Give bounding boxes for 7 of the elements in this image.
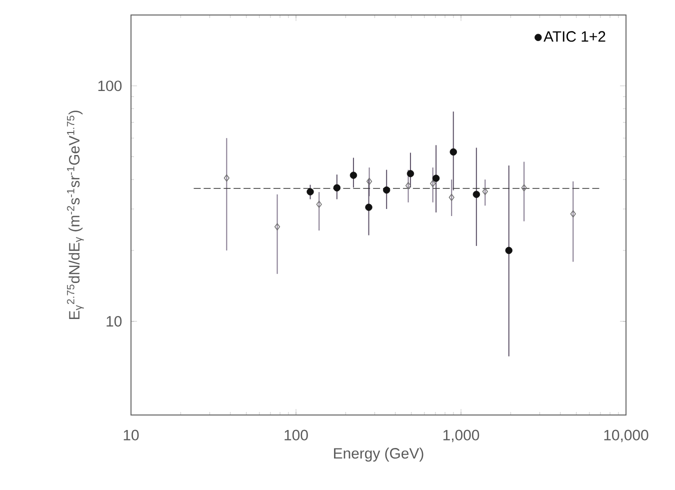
x-tick-label: 10 (124, 430, 139, 440)
legend-label: ATIC 1+2 (544, 31, 606, 42)
x-tick-label: 100 (284, 430, 308, 440)
x-tick-label: 1,000 (443, 430, 480, 442)
x-axis-title: Energy (GeV) (334, 448, 424, 462)
x-tick-label: 10,000 (604, 430, 648, 442)
text: E$_{γ}$$^{2.75}$dN/dE$_{γ}$ (m$^{-2}$s$^{-1}$sr$^{-1}$GeV$^{1.75}$) (66, 110, 84, 319)
